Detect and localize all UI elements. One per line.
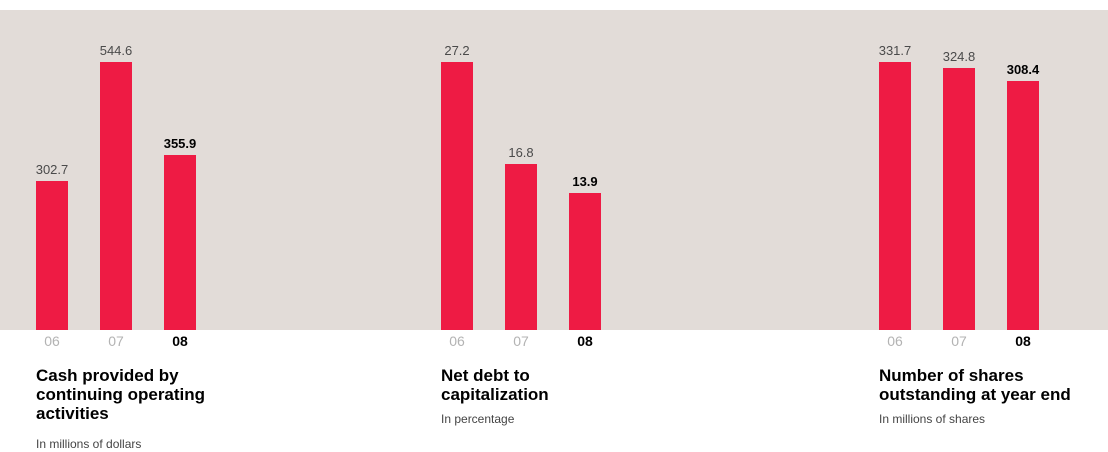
bar-08 — [569, 193, 601, 330]
bar-06 — [879, 62, 911, 330]
chart-subtitle: In millions of shares — [879, 412, 986, 426]
chart-subtitle: In percentage — [441, 412, 515, 426]
chart-title: Net debt to capitalization — [441, 366, 549, 404]
bar-07 — [505, 164, 537, 330]
bar-08 — [164, 155, 196, 330]
chart-panel-2: 27.2 06 16.8 07 13.9 08 Net debt to capitaliza… — [441, 0, 671, 452]
bar-08 — [1007, 81, 1039, 330]
category-label-07: 07 — [513, 333, 529, 349]
category-label-08: 08 — [577, 333, 593, 349]
category-label-08: 08 — [172, 333, 188, 349]
data-label-08: 355.9 — [163, 136, 197, 151]
chart-title: Cash provided by continuing operating ac… — [36, 366, 206, 423]
data-label-06: 27.2 — [444, 43, 470, 58]
category-label-08: 08 — [1015, 333, 1031, 349]
chart-panel-3: 331.7 06 324.8 07 308.4 08 Number of shares ou… — [879, 0, 1108, 452]
category-label-07: 07 — [951, 333, 967, 349]
category-label-06: 06 — [887, 333, 903, 349]
data-label-08: 13.9 — [572, 174, 598, 189]
chart-title: Number of shares outstanding at year end — [879, 366, 1071, 404]
data-label-07: 544.6 — [99, 43, 133, 58]
category-label-07: 07 — [108, 333, 124, 349]
data-label-07: 324.8 — [942, 49, 976, 64]
category-label-06: 06 — [44, 333, 60, 349]
data-label-07: 16.8 — [508, 145, 534, 160]
bar-07 — [100, 62, 132, 330]
data-label-06: 331.7 — [878, 43, 912, 58]
data-label-08: 308.4 — [1006, 62, 1040, 77]
data-label-06: 302.7 — [35, 162, 69, 177]
bar-07 — [943, 68, 975, 330]
category-label-06: 06 — [449, 333, 465, 349]
bar-06 — [36, 181, 68, 330]
chart-panel-1: 302.7 06 544.6 07 355.9 08 Cash provided by co… — [36, 0, 266, 452]
bar-06 — [441, 62, 473, 330]
chart-subtitle: In millions of dollars — [36, 437, 142, 451]
